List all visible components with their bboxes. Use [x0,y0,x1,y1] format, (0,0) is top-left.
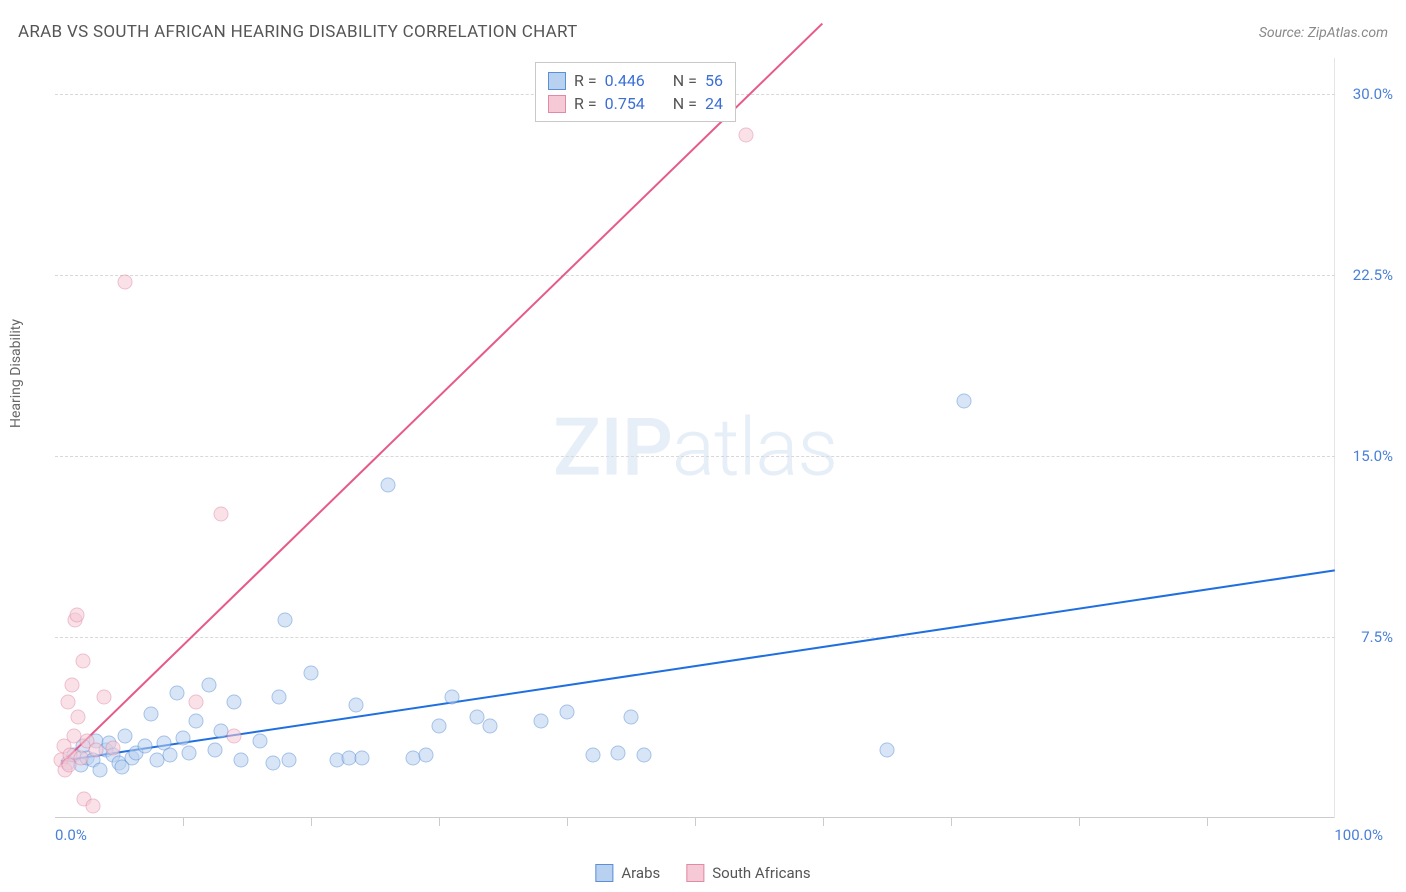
x-tick [1079,818,1080,826]
data-point [71,709,86,724]
grid-line [55,456,1335,457]
data-point [348,697,363,712]
data-point [60,695,75,710]
legend: Arabs South Africans [595,864,810,882]
stats-r-label: R = [574,71,597,90]
x-tick [1207,818,1208,826]
watermark: ZIPatlas [553,400,837,494]
data-point [92,762,107,777]
data-point [76,654,91,669]
x-tick [183,818,184,826]
x-tick [695,818,696,826]
legend-item-south-africans: South Africans [686,864,810,882]
data-point [304,666,319,681]
data-point [560,704,575,719]
data-point [182,745,197,760]
watermark-atlas: atlas [672,400,837,494]
stats-r-value: 0.446 [605,71,645,90]
stats-r-value: 0.754 [605,94,645,113]
legend-swatch-arabs [595,864,613,882]
data-point [137,738,152,753]
y-axis-right-line [1334,58,1335,818]
data-point [118,275,133,290]
x-axis-min-label: 0.0% [55,826,87,844]
data-point [265,755,280,770]
x-tick [311,818,312,826]
stats-swatch [548,72,566,90]
data-point [233,753,248,768]
chart-title: ARAB VS SOUTH AFRICAN HEARING DISABILITY… [18,22,578,42]
stats-r-label: R = [574,94,597,113]
x-tick [439,818,440,826]
data-point [432,719,447,734]
data-point [380,478,395,493]
y-tick-label: 30.0% [1353,85,1393,103]
data-point [278,613,293,628]
legend-label-arabs: Arabs [621,864,660,882]
stats-row: R = 0.446 N = 56 [548,69,723,92]
chart-header: ARAB VS SOUTH AFRICAN HEARING DISABILITY… [18,22,1388,42]
data-point [214,507,229,522]
scatter-chart: ZIPatlas 0.0% 100.0% 7.5%15.0%22.5%30.0%… [55,58,1335,818]
legend-swatch-south-africans [686,864,704,882]
data-point [636,748,651,763]
correlation-stats-box: R = 0.446 N = 56 R = 0.754 N = 24 [535,62,736,122]
stats-n-value: 24 [705,94,723,113]
data-point [483,719,498,734]
y-tick-label: 22.5% [1353,266,1393,284]
data-point [118,728,133,743]
data-point [227,695,242,710]
data-point [176,731,191,746]
data-point [69,608,84,623]
x-tick [823,818,824,826]
data-point [282,753,297,768]
data-point [227,728,242,743]
data-point [169,685,184,700]
y-tick-label: 7.5% [1361,628,1393,646]
x-tick [951,818,952,826]
data-point [201,678,216,693]
data-point [208,743,223,758]
data-point [534,714,549,729]
stats-n-value: 56 [705,71,723,90]
data-point [880,743,895,758]
data-point [88,743,103,758]
data-point [252,733,267,748]
data-point [188,714,203,729]
data-point [624,709,639,724]
grid-line [55,275,1335,276]
data-point [86,798,101,813]
data-point [163,748,178,763]
x-tick [567,818,568,826]
chart-source: Source: ZipAtlas.com [1259,25,1388,41]
y-tick-label: 15.0% [1353,447,1393,465]
data-point [611,745,626,760]
stats-row: R = 0.754 N = 24 [548,92,723,115]
data-point [62,757,77,772]
legend-label-south-africans: South Africans [712,864,810,882]
grid-line [55,637,1335,638]
data-point [188,695,203,710]
y-axis-label: Hearing Disability [8,319,24,428]
data-point [585,748,600,763]
data-point [64,678,79,693]
stats-swatch [548,95,566,113]
stats-n-label: N = [673,71,697,90]
legend-item-arabs: Arabs [595,864,660,882]
stats-n-label: N = [673,94,697,113]
data-point [272,690,287,705]
data-point [114,760,129,775]
data-point [444,690,459,705]
data-point [419,748,434,763]
data-point [739,128,754,143]
data-point [956,393,971,408]
data-point [355,750,370,765]
data-point [105,741,120,756]
data-point [96,690,111,705]
data-point [144,707,159,722]
watermark-zip: ZIP [553,400,672,494]
regression-line-south-africans [61,22,824,764]
x-axis-max-label: 100.0% [1334,826,1383,844]
regression-line-arabs [61,570,1335,763]
